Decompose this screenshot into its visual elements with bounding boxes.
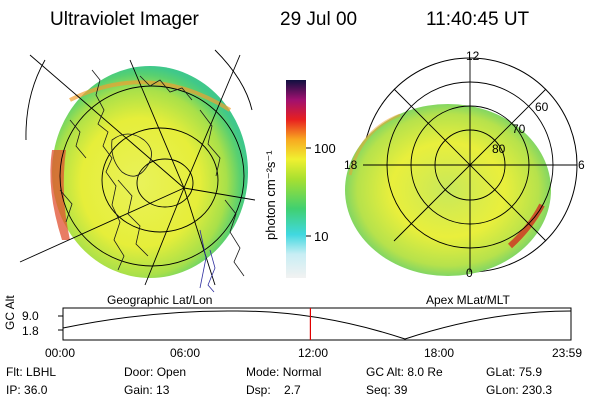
mlt-label-6: 6 (578, 158, 585, 172)
colorbar-tick-label-10: 10 (314, 229, 329, 244)
colorbar-gradient (286, 80, 306, 278)
mlat-label-80: 80 (492, 142, 506, 156)
status-dsp: Dsp: 2.7 (246, 383, 301, 397)
geographic-map (19, 49, 256, 293)
left-aurora-image (52, 66, 248, 278)
mlat-label-60: 60 (535, 100, 549, 114)
orbit-altitude-curve (62, 310, 572, 340)
meridian-line (144, 187, 185, 286)
blue-coastline (207, 249, 216, 293)
date-label: 29 Jul 00 (280, 9, 358, 30)
meridian-line (183, 187, 216, 286)
blue-coastline (199, 229, 207, 289)
left-auroral-arc (69, 80, 232, 112)
time-tick-2359: 23:59 (552, 346, 583, 360)
outer-grid-arc (25, 59, 46, 141)
lat-circle-70 (101, 127, 219, 233)
lat-circle-80 (136, 158, 194, 208)
right-aurora-image (345, 104, 551, 276)
instrument-title: Ultraviolet Imager (50, 9, 199, 30)
lat-circle-60 (59, 85, 245, 267)
colorbar-unit-label: photon cm⁻²s⁻¹ (263, 150, 278, 240)
status-seq: Seq: 39 (366, 383, 408, 397)
altitude-ytick-1-8: 1.8 (22, 324, 39, 338)
status-gc-alt: GC Alt: 8.0 Re (366, 365, 443, 379)
outer-grid-arc (214, 49, 253, 111)
meridian-line (183, 187, 256, 201)
altitude-ylabel: GC Alt (3, 295, 17, 330)
mlt-label-18: 18 (344, 158, 358, 172)
mlt-line-diagonal (393, 88, 547, 242)
meridian-line (29, 54, 185, 189)
time-tick-0600: 06:00 (170, 346, 201, 360)
coastlines (59, 69, 245, 277)
time-tick-0000: 00:00 (45, 346, 76, 360)
time-tick-1800: 18:00 (424, 346, 455, 360)
meridian-line (183, 54, 241, 189)
right-map-caption: Apex MLat/MLT (426, 293, 510, 307)
status-mode: Mode: Normal (246, 365, 322, 379)
meridian-line (129, 59, 185, 189)
altitude-plot (58, 307, 572, 341)
mlt-label-0: 0 (466, 266, 473, 280)
left-map-caption: Geographic Lat/Lon (107, 293, 213, 307)
colorbar (286, 80, 311, 278)
status-flt: Flt: LBHL (6, 365, 57, 379)
time-label: 11:40:45 UT (426, 9, 530, 30)
meridian-line (19, 187, 185, 263)
apex-map (345, 57, 578, 276)
altitude-ytick-9: 9.0 (22, 309, 39, 323)
right-auroral-arc (348, 113, 401, 176)
mlt-label-12: 12 (466, 49, 480, 63)
mlat-label-70: 70 (512, 122, 526, 136)
time-tick-1200: 12:00 (298, 346, 329, 360)
left-auroral-hotspot (50, 150, 70, 240)
altitude-plot-frame (62, 307, 572, 341)
status-ip: IP: 36.0 (6, 383, 48, 397)
status-door: Door: Open (124, 365, 187, 379)
right-auroral-hotspot (507, 203, 545, 249)
status-glat: GLat: 75.9 (486, 365, 543, 379)
colorbar-tick-label-100: 100 (314, 141, 336, 156)
status-gain: Gain: 13 (124, 383, 170, 397)
status-glon: GLon: 230.3 (486, 383, 553, 397)
